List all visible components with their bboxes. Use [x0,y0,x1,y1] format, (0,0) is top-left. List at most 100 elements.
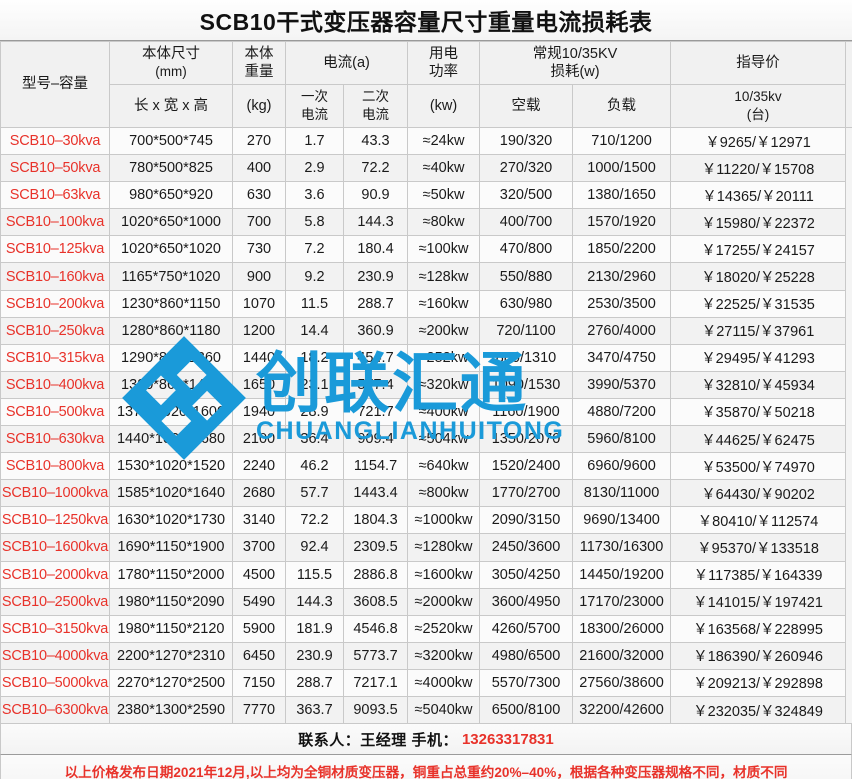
cell-value: 57.7 [285,479,344,508]
cell-value: 730 [232,235,286,264]
cell-value: ≈400kw [407,397,481,427]
cell-value: 43.3 [342,126,409,156]
table-row: SCB10–63kva 980*650*920 630 3.6 90.9 ≈50kw 320… [0,181,852,210]
cell-value: 2680 [232,479,286,508]
cell-value: ≈24kw [407,126,481,156]
cell-value: 230.9 [342,262,409,291]
cell-value: 3140 [232,506,286,535]
cell-value: 2100 [232,425,286,454]
cell-model: SCB10–200kva [0,289,110,318]
cell-value: ≈160kw [407,289,481,318]
cell-value: 6500/8100 [479,695,574,725]
table-header: 型号–容量 本体尺寸 (mm) 本体 重量 电流(a) 用电 功率 常规10/3… [0,41,852,128]
table-row: SCB10–500kva 1370*1020*1600 1940 28.9 721.7 ≈… [0,397,852,427]
cell-value: 909.4 [342,425,409,454]
cell-value: 5490 [232,587,286,616]
cell-model: SCB10–30kva [0,126,110,156]
cell-value: ≈128kw [407,262,481,291]
cell-value: 1160/1900 [479,397,574,427]
cell-value: 230.9 [285,641,344,670]
cell-value: 4880/7200 [572,397,672,427]
table-row: SCB10–100kva 1020*650*1000 700 5.8 144.3 ≈80k… [0,208,852,237]
cell-value: ￥232035/￥324849 [670,695,847,725]
cell-value: ≈50kw [407,181,481,210]
table-row: SCB10–800kva 1530*1020*1520 2240 46.2 1154.7… [0,452,852,481]
cell-value: 6960/9600 [572,452,672,481]
cell-value: 2380*1300*2590 [109,695,233,725]
notice-block: 以上价格发布日期2021年12月,以上均为全铜材质变压器，铜重占总重约20%–4… [0,755,852,779]
cell-value: 470/800 [479,235,574,264]
cell-value: 92.4 [285,533,344,562]
table-row: SCB10–5000kva 2270*1270*2500 7150 288.7 7217… [0,668,852,697]
table-row: SCB10–6300kva 2380*1300*2590 7770 363.7 9093… [0,695,852,725]
cell-model: SCB10–4000kva [0,641,110,670]
cell-value: ￥15980/￥22372 [670,208,847,237]
header-current-secondary: 二次 电流 [342,84,409,128]
cell-value: 23.1 [285,370,344,399]
cell-value: 1443.4 [342,479,409,508]
cell-value: 3990/5370 [572,370,672,399]
table-row: SCB10–30kva 700*500*745 270 1.7 43.3 ≈24kw 190… [0,126,852,725]
cell-value: 1000/1500 [572,154,672,183]
header-temperature: 温度 范围 [845,41,852,128]
cell-value: 1320*860*1430 [109,370,233,399]
cell-value: ￥32810/￥45934 [670,370,847,399]
table-row: SCB10–200kva 1230*860*1150 1070 11.5 288.7 ≈1… [0,289,852,318]
cell-model: SCB10–2500kva [0,587,110,616]
cell-model: SCB10–1250kva [0,506,110,535]
cell-value: 1940 [232,397,286,427]
cell-value: 270/320 [479,154,574,183]
header-power-label-2: 功率 [429,64,459,80]
cell-value: 2309.5 [342,533,409,562]
header-price-sub-2: (台) [746,107,770,122]
cell-value: 1.7 [285,126,344,156]
contact-phone[interactable]: 13263317831 [461,730,554,748]
header-power: 用电 功率 [407,41,481,85]
cell-value: 360.9 [342,316,409,345]
header-weight-label-1: 本体 [244,45,274,62]
header-current-secondary-2: 电流 [362,107,389,122]
cell-value: 18300/26000 [572,614,672,643]
cell-value: 1804.3 [342,506,409,535]
cell-value: 1380/1650 [572,181,672,210]
cell-value: ￥95370/￥133518 [670,533,847,562]
cell-temperature-note: 国标正常温度65°超出温度风机循环散热。 [845,126,852,725]
cell-value: ￥18020/￥25228 [670,262,847,291]
cell-value: 1780*1150*2000 [109,560,233,589]
cell-value: 181.9 [285,614,344,643]
cell-value: ￥22525/￥31535 [670,289,847,318]
cell-value: ≈40kw [407,154,481,183]
cell-value: 2270*1270*2500 [109,668,233,697]
header-current-primary-2: 电流 [301,107,328,122]
cell-value: 3.6 [285,181,344,210]
header-dimensions-sub: 长 x 宽 x 高 [109,84,233,128]
cell-value: 780*500*825 [109,154,233,183]
cell-value: 1690*1150*1900 [109,533,233,562]
cell-value: 1020*650*1020 [109,235,233,264]
cell-value: ≈5040kw [407,695,481,725]
cell-value: ≈252kw [407,343,481,372]
table-row: SCB10–160kva 1165*750*1020 900 9.2 230.9 ≈128… [0,262,852,291]
cell-value: ≈100kw [407,235,481,264]
cell-value: 320/500 [479,181,574,210]
cell-value: 3700 [232,533,286,562]
cell-value: ≈1600kw [407,560,481,589]
table-row: SCB10–3150kva 1980*1150*2120 5900 181.9 4546… [0,614,852,643]
cell-value: ￥11220/￥15708 [670,154,847,183]
cell-value: 14450/19200 [572,560,672,589]
cell-value: 1440 [232,343,286,372]
cell-model: SCB10–315kva [0,343,110,372]
cell-value: 2530/3500 [572,289,672,318]
cell-value: ≈80kw [407,208,481,237]
cell-value: 3600/4950 [479,587,574,616]
cell-value: 630/980 [479,289,574,318]
cell-value: 980*650*920 [109,181,233,210]
cell-value: ≈1280kw [407,533,481,562]
cell-value: 1980*1150*2090 [109,587,233,616]
cell-value: 288.7 [285,668,344,697]
page-title: SCB10干式变压器容量尺寸重量电流损耗表 [199,9,653,35]
cell-value: 4260/5700 [479,614,574,643]
cell-value: 17170/23000 [572,587,672,616]
header-power-label-1: 用电 [429,45,459,62]
cell-value: 7770 [232,695,286,725]
